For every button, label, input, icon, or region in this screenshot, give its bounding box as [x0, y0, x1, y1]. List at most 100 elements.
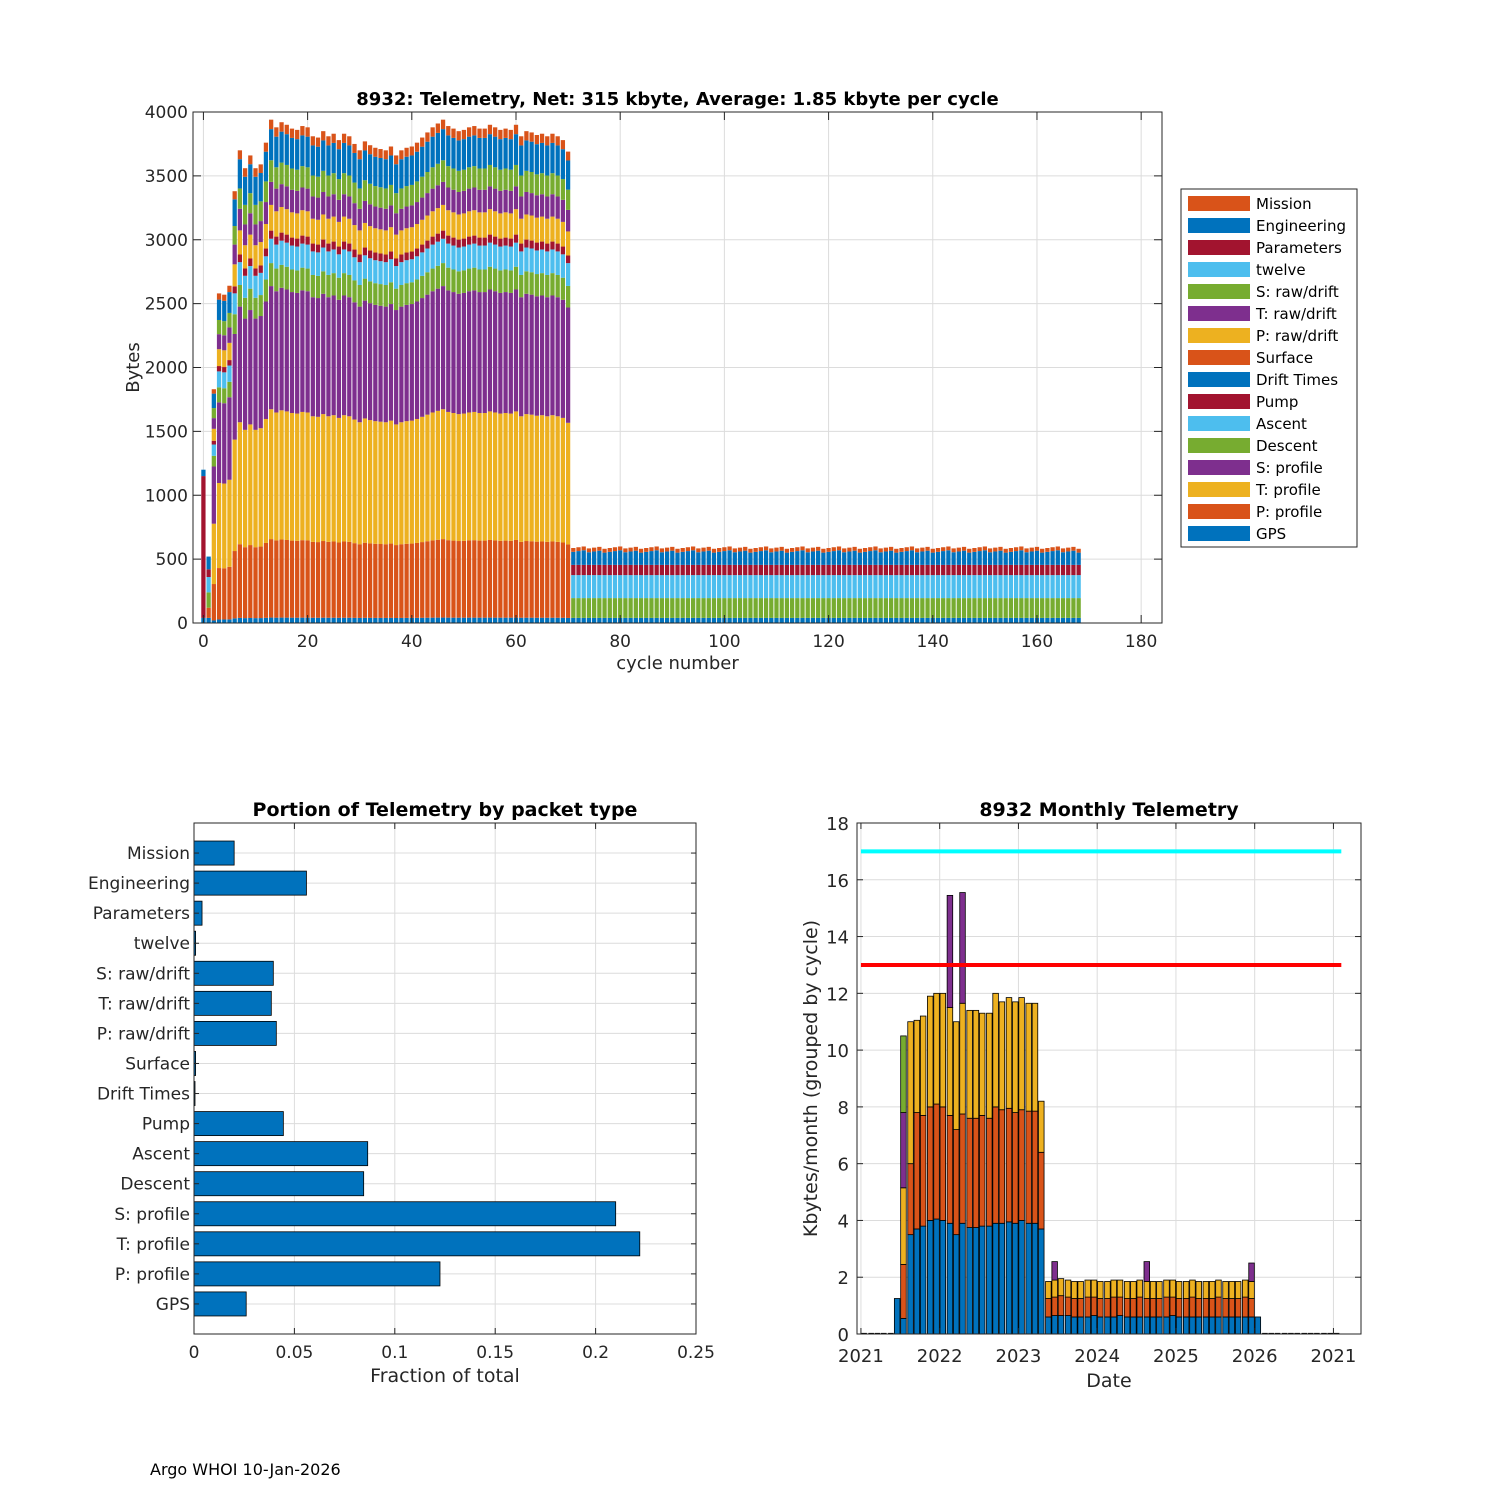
- bar-segment: [670, 575, 675, 599]
- bar-segment: [326, 297, 331, 417]
- bar-segment: [878, 564, 883, 576]
- bar-segment: [284, 234, 289, 243]
- x-tick-label: 2022: [917, 1346, 963, 1367]
- bar-segment: [310, 136, 315, 146]
- bar-segment: [998, 550, 1003, 565]
- bar-segment: [248, 193, 253, 214]
- bar-segment: [946, 575, 951, 599]
- bar-segment: [857, 564, 862, 576]
- bar-segment: [789, 617, 795, 623]
- bar-segment: [941, 564, 946, 576]
- bar-segment: [550, 216, 555, 242]
- bar-segment: [493, 211, 498, 237]
- bar-segment: [821, 552, 826, 565]
- bar-segment: [555, 274, 560, 298]
- bar-segment: [920, 575, 925, 599]
- bar-segment: [425, 172, 430, 194]
- bar-segment: [466, 136, 472, 168]
- bar-segment: [451, 212, 456, 238]
- bar-segment: [706, 564, 711, 576]
- bar-segment: [717, 617, 722, 623]
- bar-segment: [690, 575, 696, 599]
- month-bar-segment: [1025, 1222, 1032, 1335]
- bar-segment: [279, 131, 284, 163]
- bar-segment: [998, 575, 1003, 599]
- bar-segment: [248, 164, 253, 194]
- legend-swatch: [1188, 416, 1250, 431]
- bar-segment: [935, 551, 941, 565]
- bar-segment: [1040, 552, 1045, 565]
- bar-segment: [295, 413, 300, 541]
- bar-segment: [941, 598, 946, 618]
- bar-segment: [821, 617, 826, 623]
- bar-segment: [680, 575, 685, 599]
- bar-segment: [795, 564, 800, 576]
- bar-segment: [899, 617, 904, 623]
- bar-segment: [357, 254, 362, 263]
- bar-segment: [258, 546, 263, 619]
- bar-segment: [477, 245, 482, 270]
- bar-segment: [435, 123, 440, 133]
- month-bar-segment: [919, 1115, 927, 1227]
- bar-segment: [493, 268, 498, 292]
- bar-segment: [211, 393, 216, 409]
- bar-segment: [737, 547, 743, 552]
- bar-segment: [451, 269, 456, 293]
- bar-segment: [482, 237, 487, 246]
- bar-segment: [357, 422, 362, 545]
- y-tick-label: 8: [838, 1098, 849, 1119]
- bar-segment: [524, 214, 529, 240]
- bar-segment: [493, 244, 498, 269]
- legend-swatch: [1188, 350, 1250, 365]
- bar-segment: [305, 236, 310, 245]
- bar-segment: [451, 128, 456, 138]
- bar-segment: [1060, 552, 1066, 565]
- bar-segment: [612, 575, 618, 599]
- bar-segment: [242, 176, 248, 205]
- bar-segment: [513, 289, 519, 412]
- bar-segment: [847, 547, 852, 552]
- bar-segment: [560, 140, 566, 150]
- bar-segment: [852, 598, 857, 618]
- bar-segment: [670, 598, 675, 618]
- month-bar-segment: [1064, 1296, 1072, 1316]
- bar-segment: [315, 252, 321, 276]
- bar-segment: [690, 564, 696, 576]
- bar-segment: [717, 598, 722, 618]
- bar-segment: [248, 258, 253, 267]
- y-tick-label: 18: [826, 814, 849, 835]
- bar-segment: [555, 218, 560, 244]
- bar-segment: [597, 598, 602, 618]
- bar-segment: [373, 156, 378, 187]
- bar-segment: [211, 408, 216, 419]
- bar-segment: [899, 598, 904, 618]
- bar-segment: [321, 414, 326, 542]
- bar-segment: [816, 564, 821, 576]
- bar-segment: [456, 617, 461, 623]
- bar-segment: [414, 542, 420, 618]
- bar-segment: [451, 168, 456, 190]
- bar-segment: [394, 234, 399, 259]
- bar-segment: [685, 564, 691, 576]
- bar-segment: [216, 619, 222, 623]
- bar-segment: [1060, 617, 1066, 623]
- bar-segment: [967, 548, 972, 553]
- category-label: Mission: [127, 844, 190, 864]
- bar-segment: [581, 550, 586, 565]
- bar-segment: [498, 190, 503, 214]
- bar-segment: [430, 244, 435, 269]
- bar-segment: [211, 440, 216, 445]
- bar-segment: [581, 575, 586, 599]
- bar-segment: [487, 186, 493, 210]
- bar-segment: [487, 134, 493, 165]
- month-bar-segment: [946, 1222, 954, 1335]
- bar-segment: [706, 598, 711, 618]
- bar-segment: [649, 551, 654, 565]
- bar-segment: [274, 188, 279, 212]
- bar-segment: [920, 551, 925, 565]
- bar-segment: [284, 539, 289, 618]
- month-bar-segment: [972, 1117, 980, 1228]
- month-bar-segment: [1143, 1316, 1150, 1335]
- bar-segment: [487, 124, 493, 135]
